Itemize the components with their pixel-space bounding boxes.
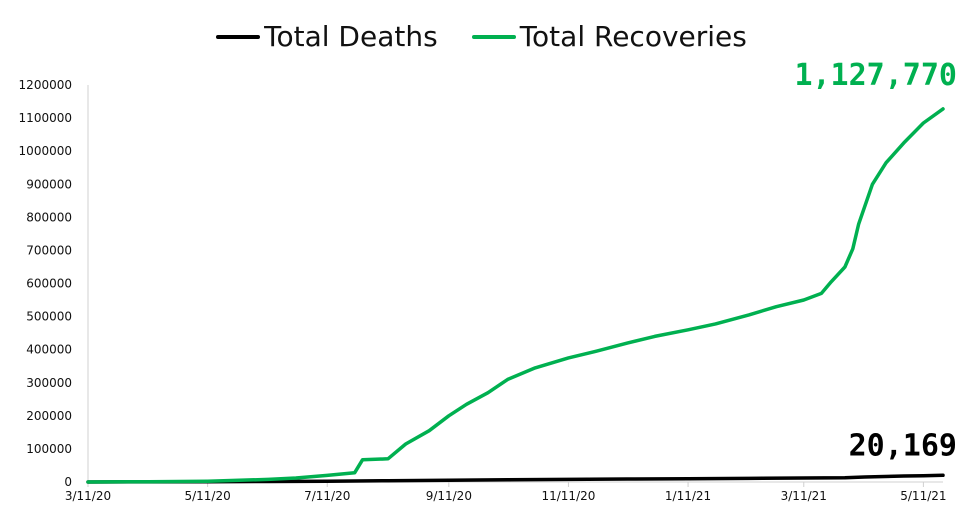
- x-tick-label: 1/11/21: [665, 489, 711, 503]
- y-tick-label: 500000: [26, 310, 72, 324]
- y-tick-label: 400000: [26, 343, 72, 357]
- y-tick-label: 1000000: [19, 144, 72, 158]
- y-tick-label: 800000: [26, 210, 72, 224]
- y-tick-label: 1100000: [19, 111, 72, 125]
- x-tick-label: 5/11/21: [900, 489, 946, 503]
- legend-item-deaths: Total Deaths: [216, 20, 438, 53]
- x-tick-label: 3/11/21: [781, 489, 827, 503]
- legend-swatch-recoveries: [471, 34, 516, 39]
- y-tick-label: 600000: [26, 277, 72, 291]
- series-line-recoveries: [86, 107, 945, 484]
- x-tick-label: 7/11/20: [304, 489, 350, 503]
- x-tick-label: 11/11/20: [541, 489, 595, 503]
- y-tick-label: 200000: [26, 409, 72, 423]
- chart-legend: Total Deaths Total Recoveries: [0, 20, 963, 53]
- x-tick-label: 9/11/20: [426, 489, 472, 503]
- y-tick-label: 100000: [26, 442, 72, 456]
- end-label-recoveries: 1,127,770: [794, 58, 957, 93]
- y-tick-label: 700000: [26, 243, 72, 257]
- y-tick-label: 900000: [26, 177, 72, 191]
- legend-item-recoveries: Total Recoveries: [471, 20, 747, 53]
- y-tick-label: 1200000: [19, 78, 72, 92]
- legend-swatch-deaths: [216, 34, 261, 39]
- legend-label-deaths: Total Deaths: [264, 20, 438, 53]
- end-label-deaths: 20,169: [849, 428, 957, 463]
- series-line-deaths: [86, 473, 945, 484]
- x-tick-label: 3/11/20: [65, 489, 111, 503]
- x-tick-label: 5/11/20: [184, 489, 230, 503]
- y-tick-label: 0: [64, 475, 72, 489]
- y-tick-label: 300000: [26, 376, 72, 390]
- legend-label-recoveries: Total Recoveries: [519, 20, 747, 53]
